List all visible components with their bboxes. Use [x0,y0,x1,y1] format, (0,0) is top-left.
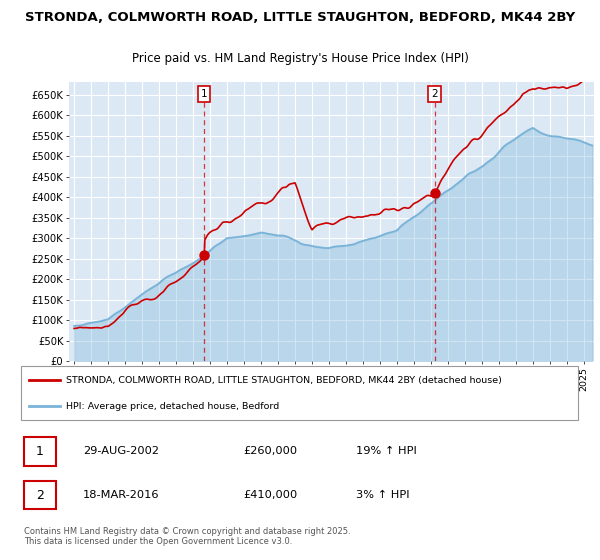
Text: 29-AUG-2002: 29-AUG-2002 [83,446,159,456]
Text: £410,000: £410,000 [244,490,298,500]
Text: 2: 2 [431,89,438,99]
Text: £260,000: £260,000 [244,446,298,456]
Text: STRONDA, COLMWORTH ROAD, LITTLE STAUGHTON, BEDFORD, MK44 2BY: STRONDA, COLMWORTH ROAD, LITTLE STAUGHTO… [25,11,575,25]
Text: HPI: Average price, detached house, Bedford: HPI: Average price, detached house, Bedf… [66,402,279,411]
Text: 3% ↑ HPI: 3% ↑ HPI [356,490,410,500]
FancyBboxPatch shape [21,366,578,421]
FancyBboxPatch shape [23,437,56,465]
Text: Price paid vs. HM Land Registry's House Price Index (HPI): Price paid vs. HM Land Registry's House … [131,52,469,65]
Text: 19% ↑ HPI: 19% ↑ HPI [356,446,417,456]
Text: Contains HM Land Registry data © Crown copyright and database right 2025.
This d: Contains HM Land Registry data © Crown c… [23,526,350,546]
Text: STRONDA, COLMWORTH ROAD, LITTLE STAUGHTON, BEDFORD, MK44 2BY (detached house): STRONDA, COLMWORTH ROAD, LITTLE STAUGHTO… [66,376,502,385]
Text: 2: 2 [36,488,44,502]
Text: 1: 1 [201,89,208,99]
FancyBboxPatch shape [23,481,56,510]
Text: 18-MAR-2016: 18-MAR-2016 [83,490,160,500]
Text: 1: 1 [36,445,44,458]
